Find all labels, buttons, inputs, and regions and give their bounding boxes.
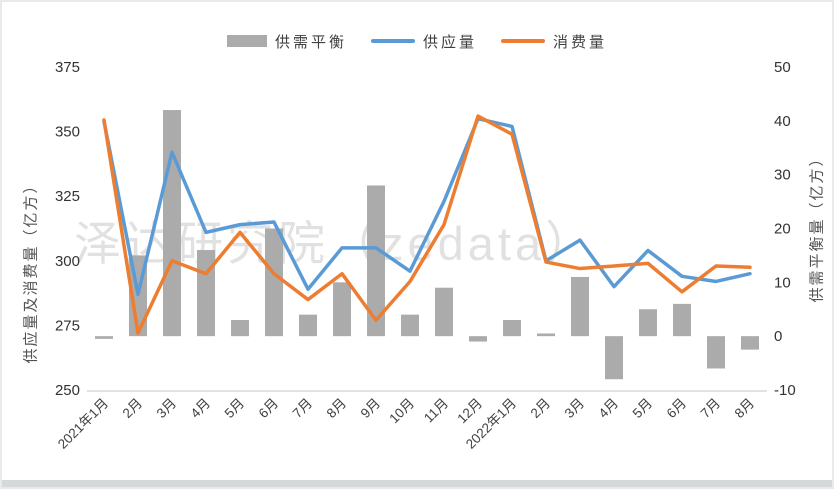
x-axis-tick-label: 2021年1月 [55, 396, 111, 452]
supply-line [102, 116, 752, 297]
balance-bar [401, 314, 419, 337]
left-axis-tick-label: 300 [55, 253, 80, 270]
x-axis-tick-label: 9月 [358, 396, 383, 421]
x-axis-tick-label: 2月 [120, 396, 145, 421]
x-axis-tick-label: 7月 [698, 396, 723, 421]
balance-bar [163, 110, 181, 337]
legend-bar-swatch [226, 35, 267, 47]
right-axis-tick-label: 40 [774, 113, 791, 130]
x-axis-tick-label: 2月 [528, 396, 553, 421]
balance-bar [95, 336, 113, 339]
legend-label-supply: 供应量 [422, 33, 477, 51]
left-axis-tick-label: 275 [55, 317, 80, 334]
x-axis-tick-label: 5月 [222, 396, 247, 421]
x-axis-tick-label: 12月 [454, 396, 485, 427]
right-axis-tick-label: 10 [774, 274, 791, 291]
balance-bar [741, 336, 759, 350]
legend-item-supply: 供应量 [370, 31, 477, 52]
x-axis-tick-label: 3月 [562, 396, 587, 421]
balance-bar [299, 314, 317, 337]
right-axis-tick-label: 0 [774, 328, 782, 345]
bottom-border-strip [2, 480, 832, 487]
legend-label-consumption: 消费量 [553, 33, 608, 51]
x-axis-tick-label: 8月 [732, 396, 757, 421]
x-axis-tick-label: 11月 [421, 396, 451, 426]
balance-bar [367, 185, 385, 337]
balance-bar [197, 250, 215, 337]
left-axis-tick-label: 250 [55, 382, 80, 399]
legend-label-balance: 供需平衡 [274, 33, 347, 51]
legend-item-balance: 供需平衡 [226, 31, 347, 52]
x-axis-tick-label: 6月 [664, 396, 689, 421]
left-axis-tick-label: 350 [55, 124, 80, 141]
balance-bar [605, 336, 623, 380]
chart-legend: 供需平衡 供应量 消费量 [2, 30, 832, 52]
legend-line-swatch-consumption [501, 39, 545, 43]
balance-bar [231, 320, 249, 337]
balance-bar [707, 336, 725, 369]
balance-bar [469, 336, 487, 342]
balance-bar [537, 333, 555, 337]
right-axis-tick-label: 20 [774, 221, 791, 238]
right-axis-tick-label: 30 [774, 167, 791, 184]
balance-bar [571, 276, 589, 337]
balance-bar [503, 320, 521, 337]
x-axis-tick-label: 7月 [290, 396, 315, 421]
x-axis-tick-label: 3月 [154, 396, 179, 421]
x-axis-tick-label: 8月 [324, 396, 349, 421]
left-axis-tick-label: 375 [55, 59, 80, 76]
consumption-line [102, 114, 752, 335]
balance-bar [265, 228, 283, 337]
left-axis-tick-label: 325 [55, 188, 80, 205]
x-axis-tick-label: 4月 [188, 396, 213, 421]
legend-item-consumption: 消费量 [501, 31, 607, 52]
x-axis-tick-label: 4月 [596, 396, 621, 421]
right-axis-tick-label: -10 [774, 382, 796, 399]
x-axis-tick-label: 10月 [386, 396, 417, 427]
balance-bar [639, 309, 657, 337]
legend-line-swatch-supply [370, 39, 415, 43]
balance-bar [333, 282, 351, 337]
right-axis-tick-label: 50 [774, 59, 791, 76]
x-axis-tick-label: 5月 [630, 396, 655, 421]
balance-bar [673, 303, 691, 337]
balance-bar [435, 287, 453, 337]
x-axis-tick-label: 6月 [256, 396, 281, 421]
